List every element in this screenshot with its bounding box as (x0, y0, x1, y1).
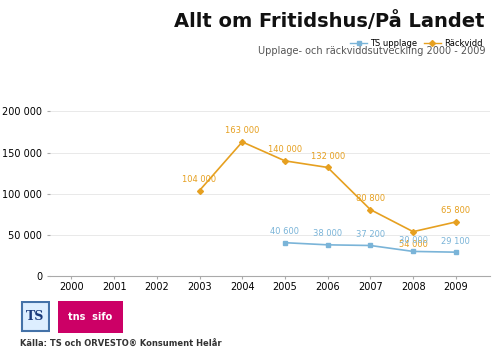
Text: Upplage- och räckviddsutveckling 2000 - 2009: Upplage- och räckviddsutveckling 2000 - … (258, 46, 485, 56)
FancyBboxPatch shape (22, 302, 48, 331)
Text: 65 800: 65 800 (442, 206, 470, 215)
Text: 30 000: 30 000 (398, 236, 428, 245)
Text: 40 600: 40 600 (270, 227, 300, 236)
Text: 163 000: 163 000 (225, 126, 260, 135)
Legend: TS upplage, Räckvidd: TS upplage, Räckvidd (347, 36, 486, 52)
Text: 29 100: 29 100 (442, 236, 470, 246)
Text: 132 000: 132 000 (310, 152, 345, 161)
Text: tns  sifo: tns sifo (68, 312, 112, 322)
Text: Källa: TS och ORVESTO® Konsument Helår: Källa: TS och ORVESTO® Konsument Helår (20, 340, 222, 349)
Text: 38 000: 38 000 (313, 229, 342, 238)
Text: Allt om Fritidshus/På Landet: Allt om Fritidshus/På Landet (174, 11, 485, 30)
Text: 140 000: 140 000 (268, 145, 302, 154)
Text: 104 000: 104 000 (182, 175, 216, 184)
Text: TS: TS (26, 310, 44, 323)
Text: 80 800: 80 800 (356, 194, 385, 203)
Text: 54 000: 54 000 (398, 240, 428, 249)
Text: 37 200: 37 200 (356, 230, 385, 239)
